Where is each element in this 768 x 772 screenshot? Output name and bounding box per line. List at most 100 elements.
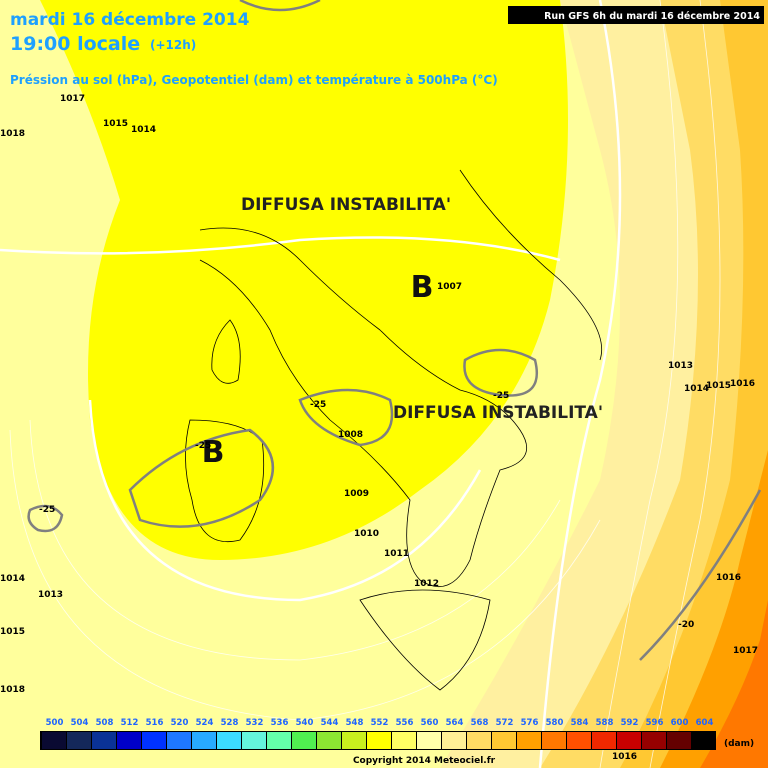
legend-value: 568: [471, 718, 489, 728]
offset: (+12h): [150, 38, 196, 52]
isobar-label: 1016: [716, 573, 741, 583]
isobar-label: 1014: [131, 125, 156, 135]
isobar-label: 1015: [103, 119, 128, 129]
legend-swatch: [67, 732, 91, 749]
isobar-label: 1011: [384, 549, 409, 559]
isobar-label: 1015: [706, 381, 731, 391]
legend-value: 508: [96, 718, 114, 728]
isobar-label: 1013: [38, 590, 63, 600]
legend-swatch: [117, 732, 141, 749]
legend-value: 544: [321, 718, 339, 728]
isobar-label: 1018: [0, 129, 25, 139]
legend-value: 580: [546, 718, 564, 728]
legend-value: 536: [271, 718, 289, 728]
legend-swatch: [292, 732, 316, 749]
legend-swatch: [192, 732, 216, 749]
isobars: [0, 0, 622, 769]
temperature-label: -25: [310, 400, 326, 410]
legend-swatch: [42, 732, 66, 749]
legend-swatch: [567, 732, 591, 749]
legend-swatch: [392, 732, 416, 749]
low-marker: B: [411, 270, 434, 305]
isobar-label: 1018: [0, 685, 25, 695]
isobar-label: 1014: [0, 574, 25, 584]
legend-value: 516: [146, 718, 164, 728]
legend-swatch: [442, 732, 466, 749]
legend-swatch: [317, 732, 341, 749]
legend-swatch: [517, 732, 541, 749]
isobar: [0, 236, 561, 262]
legend-swatch: [217, 732, 241, 749]
low-marker: B: [202, 435, 225, 470]
legend-swatch: [667, 732, 691, 749]
legend-value: 576: [521, 718, 539, 728]
isobar-label: 1008: [338, 430, 363, 440]
legend-value: 504: [71, 718, 89, 728]
isobar-label: 1010: [354, 529, 379, 539]
legend-swatch: [242, 732, 266, 749]
field-572: [620, 0, 768, 768]
legend-value: 532: [246, 718, 264, 728]
field-576: [660, 450, 768, 768]
legend-swatch: [692, 732, 716, 749]
isobar-label: 1009: [344, 489, 369, 499]
legend-swatch: [592, 732, 616, 749]
legend-value: 556: [396, 718, 414, 728]
legend-swatch: [342, 732, 366, 749]
temperature-label: -25: [493, 391, 509, 401]
legend-value: 604: [696, 718, 714, 728]
run-box: [508, 6, 764, 24]
legend-swatch: [417, 732, 441, 749]
temperature-label: -25: [195, 441, 211, 451]
copyright: Copyright 2014 Meteociel.fr: [353, 756, 496, 766]
isobar-label: 1015: [0, 627, 25, 637]
time: 19:00 locale: [10, 33, 140, 55]
legend-value: 500: [46, 718, 64, 728]
legend-value: 548: [346, 718, 364, 728]
isobar-label: 1014: [684, 384, 709, 394]
isobar-label: 1013: [668, 361, 693, 371]
isobar-label: 1017: [60, 94, 85, 104]
legend-swatch: [167, 732, 191, 749]
legend-unit: (dam): [724, 739, 754, 749]
thin-isobars: [9, 0, 721, 769]
legend-value: 524: [196, 718, 214, 728]
isobar-label: 1017: [733, 646, 758, 656]
legend-swatch: [92, 732, 116, 749]
isobar-label: 1016: [730, 379, 755, 389]
legend-swatch: [267, 732, 291, 749]
legend-swatch: [142, 732, 166, 749]
legend-value: 592: [621, 718, 639, 728]
isobar: [88, 399, 482, 602]
temperature-contours: [27, 0, 762, 661]
field-552: [40, 0, 568, 560]
legend-swatch: [617, 732, 641, 749]
legend-value: 552: [371, 718, 389, 728]
temperature-label: -25: [39, 505, 55, 515]
isobar-label: 1012: [414, 579, 439, 589]
legend-swatch: [492, 732, 516, 749]
legend-swatch: [367, 732, 391, 749]
annotation: DIFFUSA INSTABILITA': [241, 195, 451, 215]
legend-value: 600: [671, 718, 689, 728]
legend-value: 560: [421, 718, 439, 728]
run-label: Run GFS 6h du mardi 16 décembre 2014: [544, 11, 760, 22]
legend-swatch: [467, 732, 491, 749]
legend-swatch: [642, 732, 666, 749]
isobar: [538, 0, 622, 769]
isobar-label: 1016: [612, 752, 637, 762]
field-580: [700, 600, 768, 768]
legend-value: 512: [121, 718, 139, 728]
legend-value: 528: [221, 718, 239, 728]
legend-value: 572: [496, 718, 514, 728]
annotation: DIFFUSA INSTABILITA': [393, 403, 603, 423]
legend-value: 520: [171, 718, 189, 728]
isobar-label: 1007: [437, 282, 462, 292]
subtitle: Préssion au sol (hPa), Geopotentiel (dam…: [10, 73, 498, 87]
date: mardi 16 décembre 2014: [10, 10, 250, 30]
legend-value: 596: [646, 718, 664, 728]
legend-value: 564: [446, 718, 464, 728]
legend-swatch: [542, 732, 566, 749]
legend-value: 540: [296, 718, 314, 728]
